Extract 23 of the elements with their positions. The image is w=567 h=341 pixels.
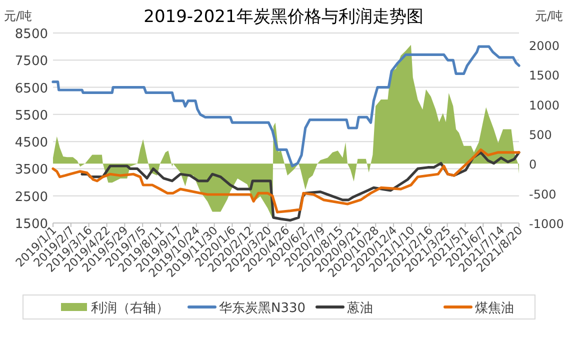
line-series <box>52 148 520 214</box>
y-tick-label: 6500 <box>14 81 48 96</box>
y2-tick-label: 1500 <box>529 68 560 83</box>
legend-label: 煤焦油 <box>475 301 514 316</box>
y-axis-title: 元/吨 <box>4 9 32 23</box>
chart-title: 2019-2021年炭黑价格与利润走势图 <box>144 7 424 27</box>
y2-axis-title: 元/吨 <box>534 9 563 23</box>
y2-tick-label: -500 <box>529 187 556 202</box>
y2-tick-label: 1000 <box>529 98 560 112</box>
legend-label: 利润（右轴） <box>91 301 169 316</box>
y-tick-label: 5500 <box>14 108 48 124</box>
line-series <box>52 45 520 168</box>
y-tick-label: 7500 <box>14 54 48 70</box>
y-tick-label: 2500 <box>14 190 48 205</box>
y2-tick-label: 500 <box>529 128 552 142</box>
y-tick-label: 4500 <box>14 136 48 151</box>
y2-tick-label: 0 <box>529 158 537 172</box>
y-tick-label: 8500 <box>14 27 48 42</box>
y2-tick-label: 2000 <box>529 38 560 53</box>
legend-label: 华东炭黑N330 <box>219 301 306 316</box>
legend-label: 蒽油 <box>347 301 373 316</box>
y2-tick-label: -1000 <box>529 217 564 231</box>
y-tick-label: 3500 <box>14 162 48 178</box>
